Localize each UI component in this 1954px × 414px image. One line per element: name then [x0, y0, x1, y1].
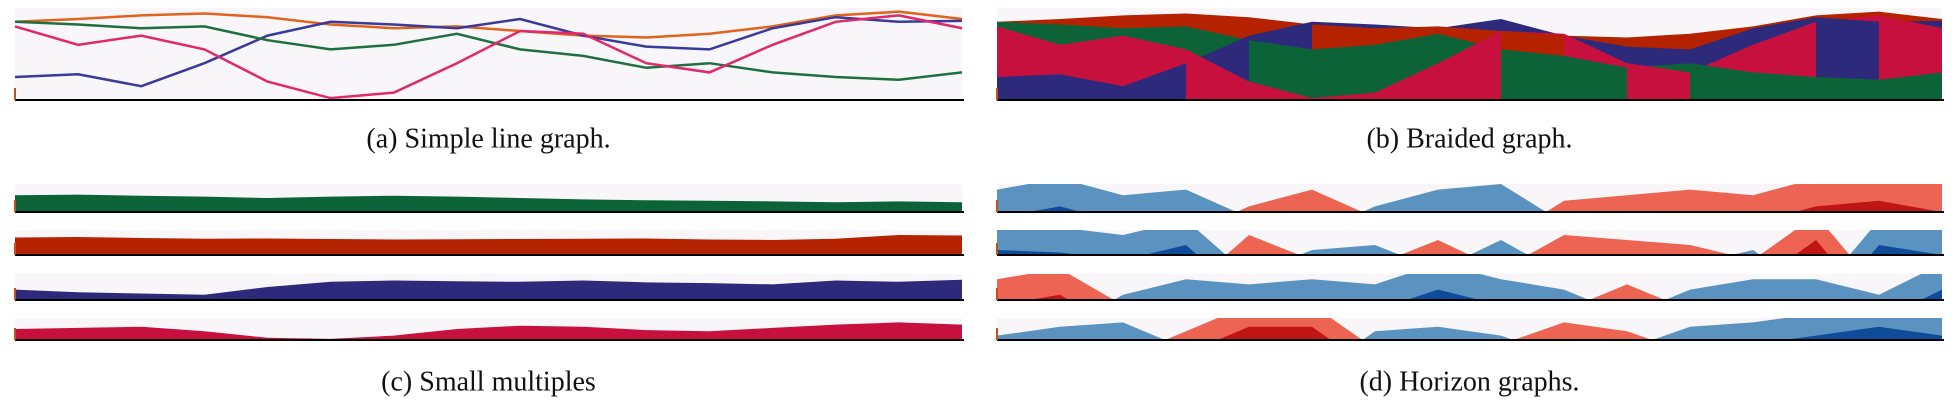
braid-segment [1186, 49, 1249, 100]
braid-segment [1501, 49, 1564, 100]
line-series [14, 20, 963, 82]
braid-segment [1879, 72, 1942, 100]
caption: (b) Braided graph. [1366, 123, 1572, 154]
braid-segment [1312, 44, 1375, 100]
horizon-band [1028, 294, 1069, 300]
area-series [15, 279, 962, 300]
area-series [15, 194, 962, 212]
caption: (d) Horizon graphs. [1359, 366, 1579, 397]
horizon-band [1406, 289, 1942, 300]
braid-segment [1249, 81, 1312, 100]
braid-segment [1438, 31, 1501, 100]
horizon-row [997, 318, 1942, 340]
plot-background [15, 8, 962, 100]
line-series [14, 14, 963, 100]
area-series [15, 322, 962, 340]
horizon-band [997, 274, 1942, 300]
horizon-band [997, 184, 1942, 212]
braid-segment [1564, 55, 1627, 100]
line-series [14, 10, 963, 39]
horizon-band [997, 318, 1942, 340]
horizon-band [997, 184, 1942, 212]
caption: (a) Simple line graph. [366, 123, 610, 154]
horizon-band [997, 274, 1942, 300]
horizon-band [997, 230, 1942, 255]
braid-segment [1627, 63, 1690, 100]
braid-segment [1312, 92, 1375, 100]
braid-segment [1816, 77, 1879, 100]
line-series [14, 15, 963, 88]
braid-segment [1690, 63, 1753, 100]
horizon-band [997, 245, 1942, 255]
caption: (c) Small multiples [381, 366, 596, 397]
horizon-band [1795, 200, 1942, 212]
braid-segment [1375, 63, 1438, 100]
horizon-band [1784, 326, 1942, 340]
braid-segment [1249, 40, 1312, 100]
horizon-band [1217, 326, 1331, 340]
braid-segment [1060, 74, 1123, 100]
horizon-row [997, 274, 1942, 300]
braid-segment [997, 74, 1060, 100]
horizon-band [1795, 240, 1829, 255]
braid-segment [1123, 63, 1186, 100]
braid-segment [1753, 72, 1816, 100]
horizon-row [997, 230, 1942, 255]
horizon-band [997, 230, 1942, 255]
area-series [15, 235, 962, 255]
